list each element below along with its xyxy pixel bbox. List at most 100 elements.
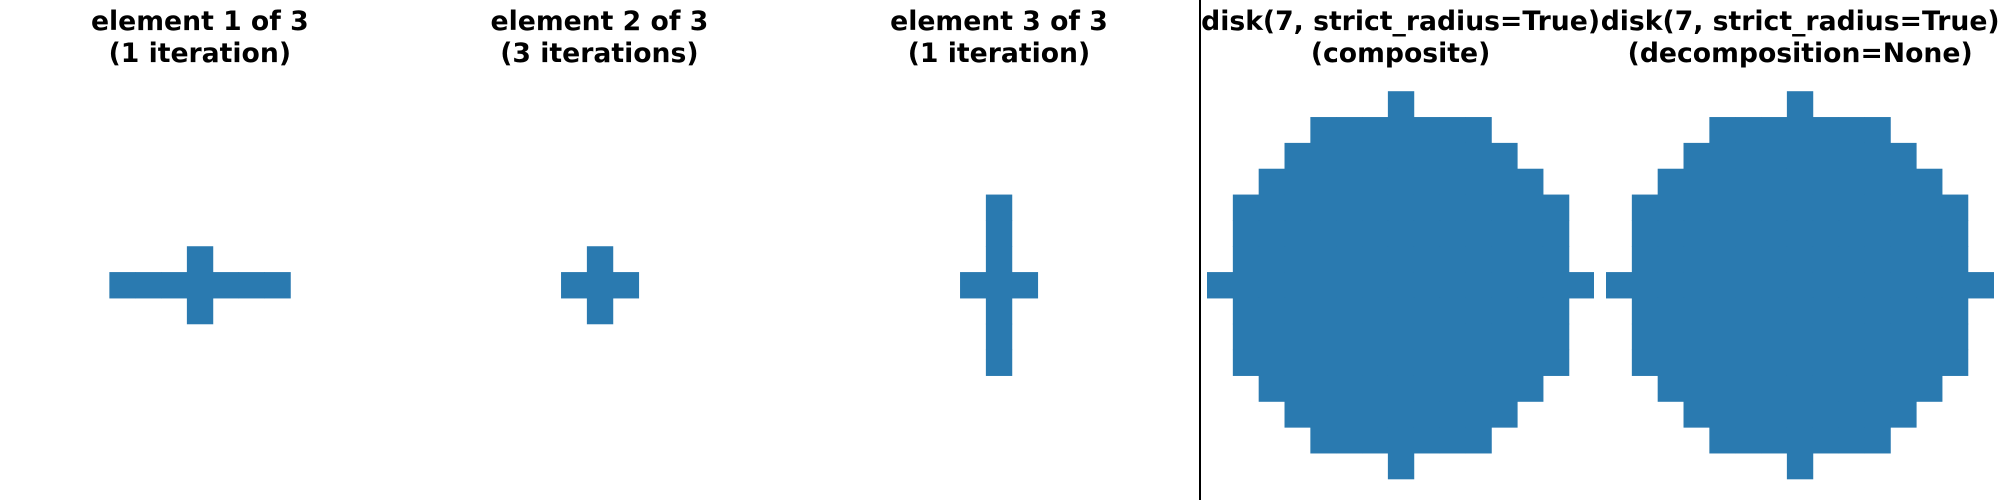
grid-cell	[1813, 246, 1839, 272]
panel-title: element 3 of 3 (1 iteration)	[890, 0, 1108, 70]
grid-cell	[239, 272, 265, 298]
grid-cell	[1336, 169, 1362, 195]
grid-cell	[1606, 272, 1632, 298]
grid-cell	[1413, 401, 1439, 427]
grid-cell	[1336, 298, 1362, 324]
grid-cell	[1388, 220, 1414, 246]
grid-cell	[986, 324, 1012, 350]
grid-cell	[1891, 143, 1917, 169]
grid-cell	[1258, 246, 1284, 272]
grid-cell	[1517, 246, 1543, 272]
grid-cell	[1632, 246, 1658, 272]
grid-cell	[1439, 298, 1465, 324]
grid-cell	[1465, 220, 1491, 246]
grid-cell	[1413, 272, 1439, 298]
grid-cell	[1684, 324, 1710, 350]
grid-cell	[1465, 324, 1491, 350]
grid-cell	[1736, 324, 1762, 350]
grid-cell	[264, 272, 290, 298]
grid-cell	[187, 298, 213, 324]
grid-cell	[1813, 375, 1839, 401]
grid-cell	[161, 272, 187, 298]
grid-cell	[1543, 272, 1569, 298]
grid-cell	[1569, 272, 1595, 298]
grid-cell	[1787, 427, 1813, 453]
grid-cell	[1736, 375, 1762, 401]
grid-cell	[1388, 169, 1414, 195]
grid-cell	[1684, 298, 1710, 324]
grid-cell	[1916, 350, 1942, 376]
grid-cell	[1258, 375, 1284, 401]
grid-cell	[1736, 246, 1762, 272]
grid-cell	[1632, 195, 1658, 221]
grid-cell	[213, 272, 239, 298]
grid-cell	[1736, 350, 1762, 376]
grid-cell	[1891, 350, 1917, 376]
grid-cell	[586, 272, 612, 298]
grid-cell	[1891, 324, 1917, 350]
grid-cell	[1710, 169, 1736, 195]
grid-cell	[1658, 195, 1684, 221]
grid-cell	[1865, 350, 1891, 376]
grid-cell	[1916, 220, 1942, 246]
grid-cell	[1543, 324, 1569, 350]
grid-cell	[1362, 143, 1388, 169]
grid-cell	[1710, 272, 1736, 298]
grid-cell	[1284, 272, 1310, 298]
grid-cell	[1491, 272, 1517, 298]
grid-cell	[1388, 401, 1414, 427]
grid-cell	[1310, 143, 1336, 169]
grid-cell	[1517, 350, 1543, 376]
grid-cell	[1684, 143, 1710, 169]
grid-cell	[1310, 375, 1336, 401]
grid-cell	[1787, 143, 1813, 169]
grid-cell	[1813, 169, 1839, 195]
grid-cell	[586, 298, 612, 324]
grid-cell	[1439, 143, 1465, 169]
grid-cell	[1813, 401, 1839, 427]
grid-cell	[1736, 117, 1762, 143]
grid-cell	[1865, 246, 1891, 272]
grid-cell	[1310, 117, 1336, 143]
grid-cell	[1916, 298, 1942, 324]
grid-cell	[1517, 169, 1543, 195]
grid-cell	[1517, 220, 1543, 246]
grid-cell	[1865, 324, 1891, 350]
grid-cell	[1658, 220, 1684, 246]
grid-cell	[1543, 220, 1569, 246]
grid-svg	[6, 80, 394, 490]
grid-cell	[986, 246, 1012, 272]
grid-cell	[1336, 195, 1362, 221]
grid-cell	[1413, 220, 1439, 246]
grid-cell	[1710, 143, 1736, 169]
grid-cell	[1413, 298, 1439, 324]
grid-cell	[1761, 220, 1787, 246]
grid-cell	[960, 272, 986, 298]
grid-cell	[1736, 195, 1762, 221]
grid-cell	[1891, 246, 1917, 272]
grid-cell	[1736, 169, 1762, 195]
grid-cell	[1465, 143, 1491, 169]
grid-cell	[1388, 117, 1414, 143]
grid-cell	[1233, 272, 1259, 298]
grid-cell	[1658, 298, 1684, 324]
panel-title: element 2 of 3 (3 iterations)	[491, 0, 709, 70]
grid-cell	[1787, 117, 1813, 143]
grid-cell	[1491, 143, 1517, 169]
grid-cell	[1865, 298, 1891, 324]
grid-cell	[109, 272, 135, 298]
grid-cell	[1710, 220, 1736, 246]
grid-cell	[1439, 220, 1465, 246]
grid-cell	[1658, 350, 1684, 376]
grid-cell	[1813, 427, 1839, 453]
grid-cell	[1491, 195, 1517, 221]
grid-cell	[1787, 272, 1813, 298]
grid-cell	[1710, 195, 1736, 221]
grid-cell	[1710, 350, 1736, 376]
grid-cell	[1839, 143, 1865, 169]
grid-cell	[1710, 117, 1736, 143]
grid-cell	[1916, 375, 1942, 401]
grid-cell	[1388, 246, 1414, 272]
grid-cell	[1284, 246, 1310, 272]
grid-cell	[1388, 375, 1414, 401]
